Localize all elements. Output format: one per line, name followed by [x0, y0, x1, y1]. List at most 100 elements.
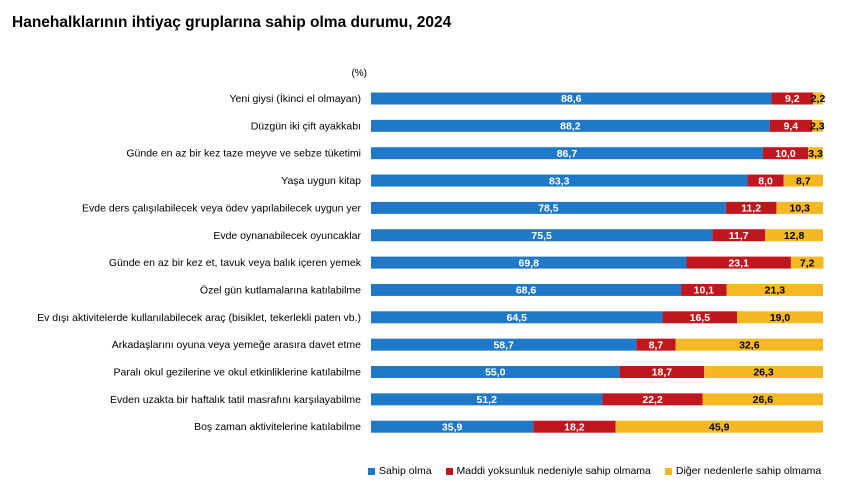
data-label: 51,2 [476, 394, 497, 406]
legend-swatch-yellow [664, 467, 672, 475]
legend-swatch-red [445, 467, 453, 475]
data-label: 69,8 [519, 257, 540, 269]
bar-segment [725, 201, 777, 214]
legend-label: Sahip olma [379, 465, 432, 477]
data-label: 8,7 [649, 339, 664, 351]
legend-item-maddi-yoksunluk: Maddi yoksunluk nedeniyle sahip olmama [445, 465, 651, 477]
bar-segment [602, 393, 703, 406]
bar-segment [813, 92, 823, 105]
bar-segment [533, 420, 616, 433]
bar-segment [371, 338, 637, 351]
data-label: 68,6 [516, 285, 537, 297]
data-label: 3,3 [808, 148, 823, 160]
bar-segment [371, 256, 687, 269]
data-label: 88,2 [560, 121, 581, 133]
data-label: 11,7 [729, 230, 749, 242]
legend-label: Diğer nedenlerle sahip olmama [675, 465, 822, 477]
bar-segment [702, 393, 823, 406]
bar-segment [371, 229, 713, 242]
bar-segment [771, 92, 814, 105]
bar-segment [783, 174, 823, 187]
data-label: 2,2 [811, 93, 826, 105]
data-label: 64,5 [507, 312, 528, 324]
category-label: Yaşa uygun kitap [281, 175, 361, 187]
category-label: Arkadaşlarını oyuna veya yemeğe arasıra … [112, 339, 361, 351]
data-label: 8,7 [796, 175, 811, 187]
category-label: Boş zaman aktivitelerine katılabilme [194, 421, 361, 433]
data-label: 8,0 [758, 175, 773, 187]
data-label: 9,4 [784, 121, 799, 133]
bar-segment [371, 119, 770, 132]
bar-segment [636, 338, 676, 351]
legend-item-diger-nedenler: Diğer nedenlerle sahip olmama [664, 465, 822, 477]
bar-segment [371, 420, 534, 433]
bar-segment [681, 283, 727, 296]
data-label: 32,6 [739, 339, 760, 351]
bar-segment [762, 147, 809, 160]
category-label: Günde en az bir kez et, tavuk veya balık… [109, 257, 362, 269]
unit-label: (%) [351, 68, 367, 79]
bar-segment [704, 366, 823, 378]
bar-segment [371, 147, 763, 160]
bar-segment [769, 119, 813, 132]
bar-segment [615, 420, 823, 433]
data-label: 10,3 [790, 203, 811, 215]
bar-segment [747, 174, 784, 187]
bar-segment [737, 311, 823, 324]
data-label: 35,9 [442, 421, 463, 433]
data-label: 22,2 [642, 394, 663, 406]
category-label: Günde en az bir kez taze meyve ve sebze … [126, 148, 361, 160]
bar-segment [371, 92, 772, 105]
category-label: Ev dışı aktivitelerde kullanılabilecek a… [37, 312, 361, 324]
data-label: 10,0 [775, 148, 796, 160]
data-label: 18,2 [564, 421, 585, 433]
category-label: Özel gün kutlamalarına katılabilme [200, 284, 361, 296]
bar-segment [765, 229, 823, 242]
bar-segment [808, 147, 823, 160]
category-label: Düzgün iki çift ayakkabı [251, 120, 361, 132]
legend-swatch-blue [368, 467, 375, 475]
data-label: 26,6 [753, 394, 774, 406]
bar-segment [686, 256, 791, 269]
bar-segment [790, 256, 824, 269]
bar-segment [726, 283, 823, 296]
category-label: Evden uzakta bir haftalık tatil masrafın… [110, 394, 361, 406]
data-label: 26,3 [753, 367, 774, 379]
data-label: 58,7 [493, 339, 514, 351]
bar-segment [371, 174, 748, 187]
data-label: 2,3 [810, 121, 825, 133]
data-label: 7,2 [800, 257, 815, 269]
category-label: Paralı okul gezilerine ve okul etkinlikl… [114, 367, 362, 379]
data-label: 16,5 [690, 312, 711, 324]
bar-segment [712, 229, 766, 242]
data-label: 23,1 [728, 257, 749, 269]
legend-item-sahip-olma: Sahip olma [368, 465, 432, 477]
bar-segment [371, 366, 620, 378]
bar-segment [371, 201, 726, 214]
bar-segment [675, 338, 823, 351]
bar-segment [812, 119, 823, 132]
chart-title: Hanehalklarının ihtiyaç gruplarına sahip… [12, 14, 452, 31]
data-label: 78,5 [538, 203, 559, 215]
data-label: 75,5 [531, 230, 552, 242]
data-label: 18,7 [652, 367, 673, 379]
bar-segment [619, 366, 705, 378]
data-label: 45,9 [709, 421, 730, 433]
data-label: 21,3 [765, 285, 786, 297]
data-label: 12,8 [784, 230, 805, 242]
legend-label: Maddi yoksunluk nedeniyle sahip olmama [456, 465, 651, 477]
category-label: Evde ders çalışılabilecek veya ödev yapı… [82, 202, 361, 214]
bar-segment [371, 311, 663, 324]
data-label: 9,2 [785, 93, 800, 105]
data-label: 19,0 [770, 312, 791, 324]
data-label: 86,7 [557, 148, 578, 160]
category-label: Evde oynanabilecek oyuncaklar [213, 230, 361, 242]
bar-segment [776, 201, 823, 214]
data-label: 88,6 [561, 93, 582, 105]
data-label: 10,1 [694, 285, 715, 297]
data-label: 83,3 [549, 175, 570, 187]
bar-segment [371, 393, 603, 406]
data-label: 11,2 [741, 203, 761, 215]
bar-segment [662, 311, 738, 324]
bar-segment [371, 283, 682, 296]
